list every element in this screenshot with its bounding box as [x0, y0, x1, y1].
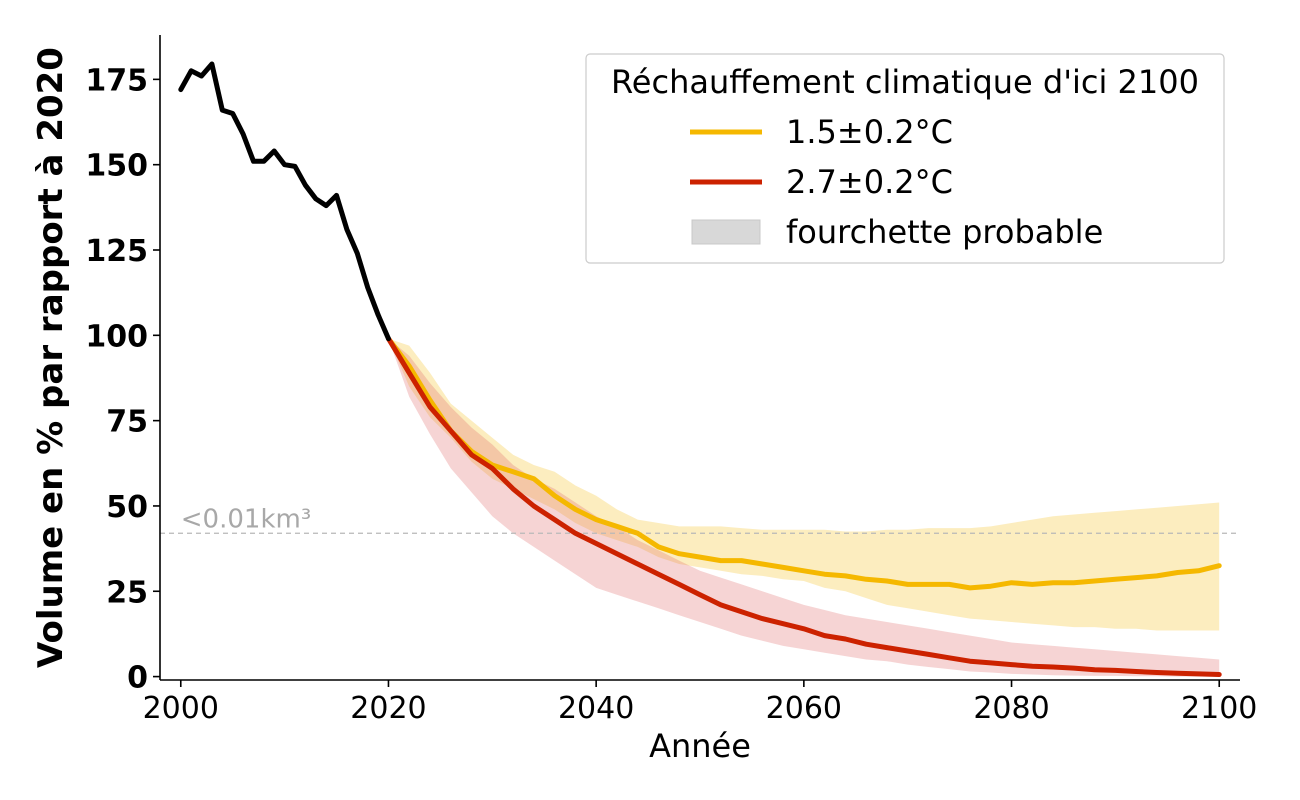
uncertainty-bands: [388, 338, 1220, 677]
legend-entries: 1.5±0.2°C 2.7±0.2°C fourchette probable: [690, 113, 1103, 251]
y-tick-label: 50: [106, 490, 148, 525]
legend-label-3: fourchette probable: [786, 213, 1103, 251]
y-axis-title: Volume en % par rapport à 2020: [31, 47, 71, 668]
x-tick-label: 2080: [973, 691, 1049, 726]
legend-box: [585, 53, 1225, 264]
y-tick-label: 100: [85, 319, 148, 354]
y-tick-label: 75: [106, 405, 148, 440]
legend: Réchauffement climatique d'ici 2100 1.5±…: [585, 53, 1225, 264]
x-tick-label: 2000: [143, 691, 219, 726]
x-tick-label: 2100: [1181, 691, 1257, 726]
axes: [159, 35, 1240, 681]
historical-line: [178, 61, 391, 342]
legend-title: Réchauffement climatique d'ici 2100: [611, 63, 1199, 101]
x-tick-label: 2020: [350, 691, 426, 726]
threshold-label: <0.01km³: [181, 504, 311, 534]
x-tick-label: 2060: [766, 691, 842, 726]
band-series-1: [388, 338, 1220, 631]
y-tick-label: 25: [106, 575, 148, 610]
series-line-2: [386, 336, 1222, 677]
x-tick-label: 2040: [558, 691, 634, 726]
series-lines: [178, 61, 1222, 677]
band-series-2: [388, 338, 1220, 677]
x-axis-title: Année: [649, 727, 751, 765]
y-tick-label: 0: [127, 661, 148, 696]
legend-swatch-3: [691, 219, 761, 245]
y-tick-label: 175: [85, 63, 148, 98]
y-ticks: 0 25 50 75 100 125 150 175: [85, 63, 160, 696]
y-tick-label: 150: [85, 149, 148, 184]
x-ticks: 2000 2020 2040 2060 2080 2100: [143, 680, 1257, 726]
y-tick-label: 125: [85, 234, 148, 269]
legend-label-2: 2.7±0.2°C: [786, 163, 953, 201]
legend-label-1: 1.5±0.2°C: [786, 113, 953, 151]
series-line-1: [386, 336, 1222, 591]
